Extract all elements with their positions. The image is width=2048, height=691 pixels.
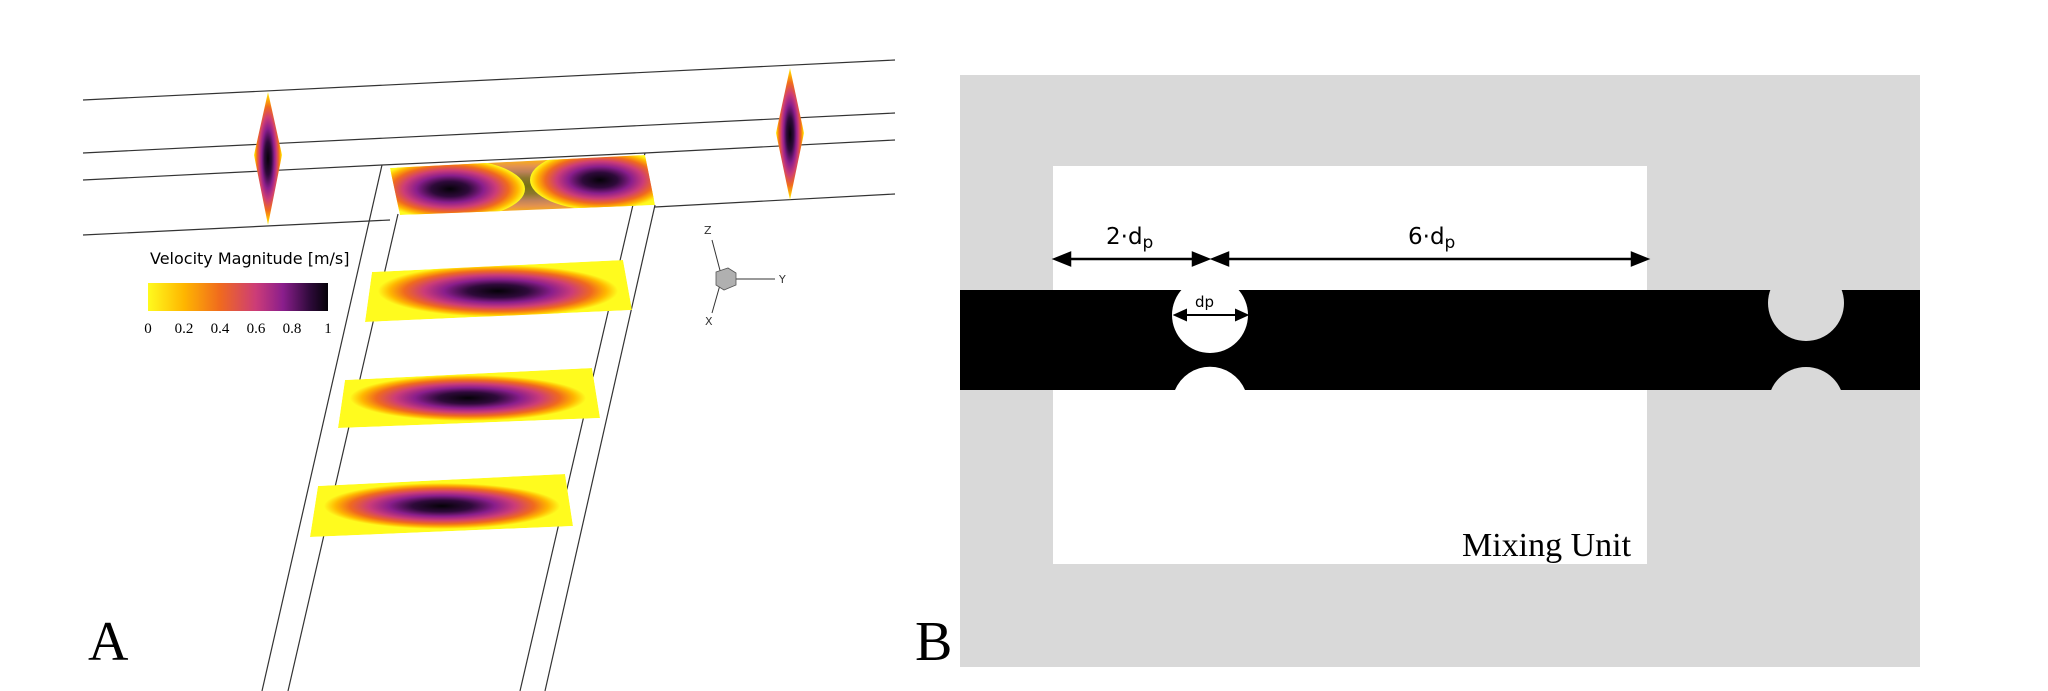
- dimension-6dp: [1209, 251, 1651, 267]
- panel-a-label: A: [88, 611, 129, 673]
- channel-line: [82, 59, 896, 101]
- legend-ticks: 0 0.2 0.4 0.6 0.8 1: [144, 321, 332, 337]
- channel-line: [82, 219, 391, 236]
- channel-line: [82, 112, 896, 154]
- axis-z-label: Z: [704, 224, 712, 237]
- legend-tick-label: 0.8: [283, 321, 302, 337]
- panel-a: Velocity Magnitude [m/s] 0 0.2 0.4 0.6 0.8 1 …: [82, 59, 896, 691]
- mixing-unit-label: Mixing Unit: [1462, 527, 1632, 564]
- axes-triad: Z Y X: [704, 224, 786, 328]
- pillar-bottom: [1175, 366, 1245, 390]
- dim-right-label: 6·dp: [1408, 224, 1455, 253]
- channel-line: [654, 193, 896, 208]
- channel-line: [82, 164, 383, 181]
- branch-line: [519, 152, 646, 691]
- velocity-slice-diamond: [776, 68, 804, 200]
- legend-tick-label: 0.2: [175, 321, 194, 337]
- dim-small-label: dp: [1195, 293, 1214, 311]
- legend-tick-label: 0.6: [247, 321, 266, 337]
- dimension-dp: [1172, 308, 1250, 322]
- legend-tick-label: 0: [144, 321, 152, 337]
- dim-left-label: 2·dp: [1106, 224, 1153, 253]
- legend-tick-label: 1: [324, 321, 332, 337]
- velocity-slice: [390, 155, 655, 215]
- branch-line: [261, 164, 383, 691]
- axes-cube-icon: [715, 267, 737, 291]
- velocity-slice: [365, 260, 632, 322]
- velocity-slice: [310, 474, 573, 537]
- panel-b: 2·dp 6·dp dp Mixing Unit B: [915, 75, 1920, 673]
- dimension-2dp: [1051, 251, 1212, 267]
- color-legend: Velocity Magnitude [m/s] 0 0.2 0.4 0.6 0.8 1: [144, 249, 349, 337]
- velocity-slice-diamond: [254, 92, 282, 225]
- channel-line: [644, 139, 896, 154]
- panel-b-label: B: [915, 611, 952, 673]
- channel-line: [381, 152, 646, 166]
- velocity-slice: [338, 368, 600, 428]
- branch-line: [544, 204, 656, 691]
- axis-x-label: X: [705, 315, 713, 328]
- legend-tick-label: 0.4: [211, 321, 230, 337]
- axis-y-label: Y: [778, 273, 786, 286]
- legend-title: Velocity Magnitude [m/s]: [150, 249, 350, 268]
- black-channel: [960, 290, 1920, 390]
- legend-colorbar: [148, 283, 328, 311]
